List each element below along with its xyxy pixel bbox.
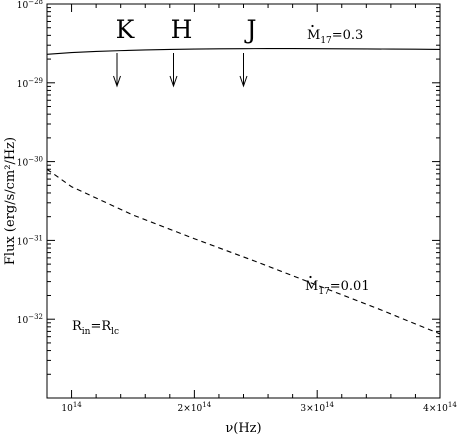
y-tick-label: 10−28 bbox=[17, 0, 43, 11]
band-arrow-head bbox=[113, 75, 121, 88]
series-line-solid bbox=[46, 48, 441, 55]
axis-labels: M17=0.3 M17=0.01 Rin=Rlc ν(Hz) Flux (erg/s/c… bbox=[3, 24, 370, 436]
band-arrow-head bbox=[239, 75, 248, 88]
band-label-J: J bbox=[243, 15, 256, 44]
y-tick-label: 10−30 bbox=[17, 156, 43, 169]
x-axis-label: ν(Hz) bbox=[225, 421, 261, 436]
y-tick-label: 10−31 bbox=[17, 234, 43, 247]
band-label-K: K bbox=[116, 15, 136, 44]
series-group bbox=[46, 48, 441, 335]
axis-ticks: 1014 2×1014 3×1014 4×1014 10−28 10−29 10−30 10−… bbox=[17, 0, 458, 414]
x-tick-label: 4×1014 bbox=[423, 401, 457, 414]
x-tick-label: 1014 bbox=[61, 401, 82, 414]
y-axis-label: Flux (erg/s/cm²/Hz) bbox=[3, 137, 18, 265]
y-tick-label: 10−32 bbox=[17, 313, 43, 326]
band-label-H: H bbox=[171, 15, 193, 44]
mdot-dot bbox=[311, 24, 314, 28]
condition-annotation: Rin=Rlc bbox=[72, 319, 119, 337]
x-tick-label: 2×1014 bbox=[178, 401, 212, 414]
series-line-dashed bbox=[46, 168, 441, 335]
y-tick-label: 10−29 bbox=[17, 77, 43, 90]
series-label: M17=0.3 bbox=[307, 28, 363, 46]
band-arrow-head bbox=[169, 75, 178, 88]
series-label: M17=0.01 bbox=[305, 279, 370, 297]
mdot-dot bbox=[309, 275, 312, 279]
x-tick-label: 3×1014 bbox=[300, 401, 334, 414]
